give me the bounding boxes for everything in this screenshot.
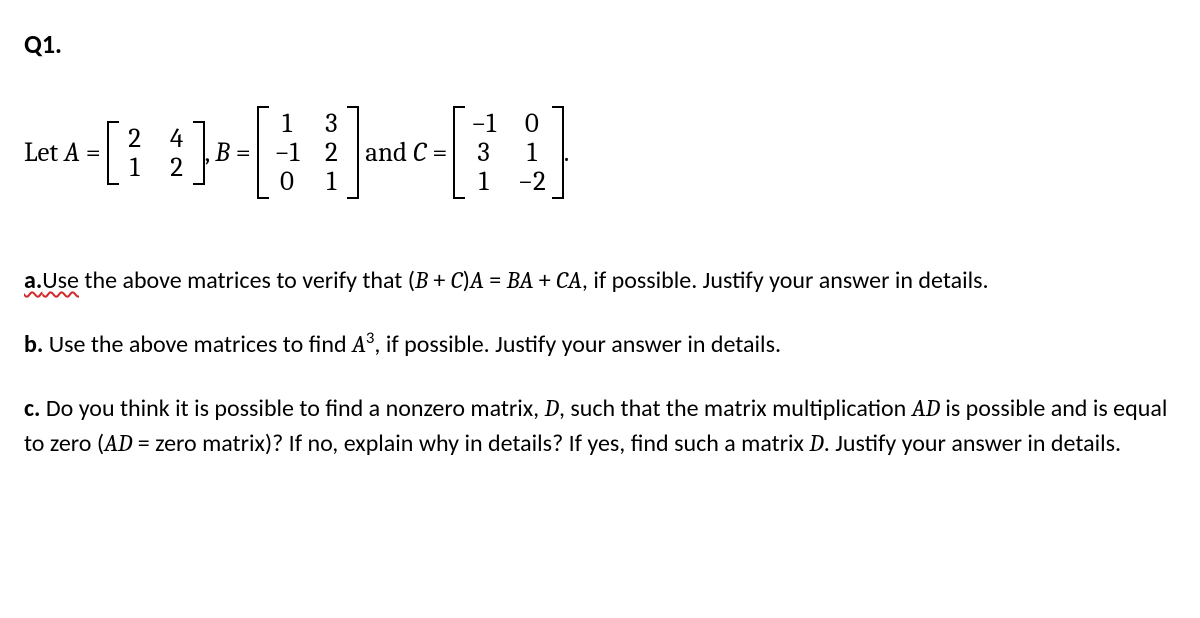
var-B2: B: [507, 266, 520, 294]
right-bracket-icon: [349, 106, 359, 199]
part-b-label: b.: [24, 330, 43, 359]
part-c-text5: . Justify your answer in details.: [824, 429, 1121, 458]
equals-2: =: [230, 139, 257, 166]
comma-1: ,: [205, 139, 216, 166]
matrix-A-body: 2 4 1 2: [117, 121, 195, 185]
var-A2: A: [519, 266, 533, 294]
matrix-cell: 2: [125, 125, 145, 152]
eq-a: =: [484, 266, 507, 295]
matrix-A-name: A: [64, 139, 80, 166]
matrix-cell: −1: [471, 110, 496, 137]
and-text: and: [359, 139, 413, 166]
matrix-cell: −2: [518, 168, 546, 195]
var-A-c2: A: [104, 429, 118, 457]
right-bracket-icon: [554, 106, 564, 199]
matrix-cell: 4: [167, 125, 187, 152]
let-text: Let: [24, 139, 64, 166]
matrix-cell: 1: [471, 168, 496, 195]
part-c-text4: = zero matrix)? If no, explain why in de…: [132, 429, 809, 458]
matrix-B: 1 3 −1 2 0 1: [257, 106, 360, 199]
part-c: c. Do you think it is possible to find a…: [24, 391, 1176, 463]
matrix-C-name: C: [413, 139, 426, 166]
matrix-B-name: B: [215, 139, 229, 166]
plus-2: +: [533, 266, 556, 295]
matrix-cell: 2: [167, 154, 187, 181]
var-C2: C: [556, 266, 568, 294]
matrix-cell: 0: [275, 168, 300, 195]
sub-parts: a.Use the above matrices to verify that …: [24, 263, 1176, 462]
left-bracket-icon: [453, 106, 463, 199]
part-a-label: a.: [24, 266, 42, 295]
matrix-cell: −1: [275, 139, 300, 166]
close-paren: ): [463, 266, 470, 295]
left-bracket-icon: [257, 106, 267, 199]
left-bracket-icon: [107, 121, 117, 185]
equals-3: =: [426, 139, 453, 166]
part-b-text1: Use the above matrices to find: [43, 330, 352, 359]
part-a-text2: , if possible. Justify your answer in de…: [582, 266, 989, 295]
matrix-cell: 1: [518, 139, 546, 166]
var-D-c3: D: [809, 429, 823, 457]
matrix-C-body: −1 0 3 1 1 −2: [463, 106, 553, 199]
part-b-text2: , if possible. Justify your answer in de…: [374, 330, 781, 359]
part-a-squiggle-word: Use: [42, 266, 79, 295]
matrix-C: −1 0 3 1 1 −2: [453, 106, 563, 199]
matrix-cell: 0: [518, 110, 546, 137]
var-A3: A: [568, 266, 582, 294]
matrix-cell: 3: [321, 110, 341, 137]
right-bracket-icon: [195, 121, 205, 185]
var-C: C: [451, 266, 463, 294]
matrix-cell: 1: [125, 154, 145, 181]
var-D-c: D: [926, 394, 940, 422]
var-A: A: [470, 266, 484, 294]
var-D: D: [545, 394, 559, 422]
matrix-cell: 1: [275, 110, 300, 137]
matrix-cell: 2: [321, 139, 341, 166]
plus-1: +: [428, 266, 451, 295]
var-A-c: A: [912, 394, 926, 422]
equals-1: =: [80, 139, 107, 166]
period: .: [564, 139, 570, 166]
part-c-label: c.: [24, 394, 40, 423]
question-heading: Q1.: [24, 28, 1176, 60]
matrix-definitions-line: Let A = 2 4 1 2 , B = 1 3 −1 2 0 1: [24, 106, 1176, 199]
part-c-text2: , such that the matrix multiplication: [559, 394, 912, 423]
part-b: b. Use the above matrices to find A3, if…: [24, 327, 1176, 363]
part-a-text1: the above matrices to verify that (: [79, 266, 415, 295]
matrix-B-body: 1 3 −1 2 0 1: [267, 106, 350, 199]
part-c-text1: Do you think it is possible to find a no…: [40, 394, 544, 423]
matrix-cell: 3: [471, 139, 496, 166]
matrix-cell: 1: [321, 168, 341, 195]
page-root: Q1. Let A = 2 4 1 2 , B = 1 3 −1 2: [0, 0, 1200, 618]
var-A-b: A: [352, 330, 366, 358]
part-a: a.Use the above matrices to verify that …: [24, 263, 1176, 299]
var-D-c2: D: [118, 429, 132, 457]
var-B: B: [415, 266, 428, 294]
matrix-A: 2 4 1 2: [107, 121, 205, 185]
